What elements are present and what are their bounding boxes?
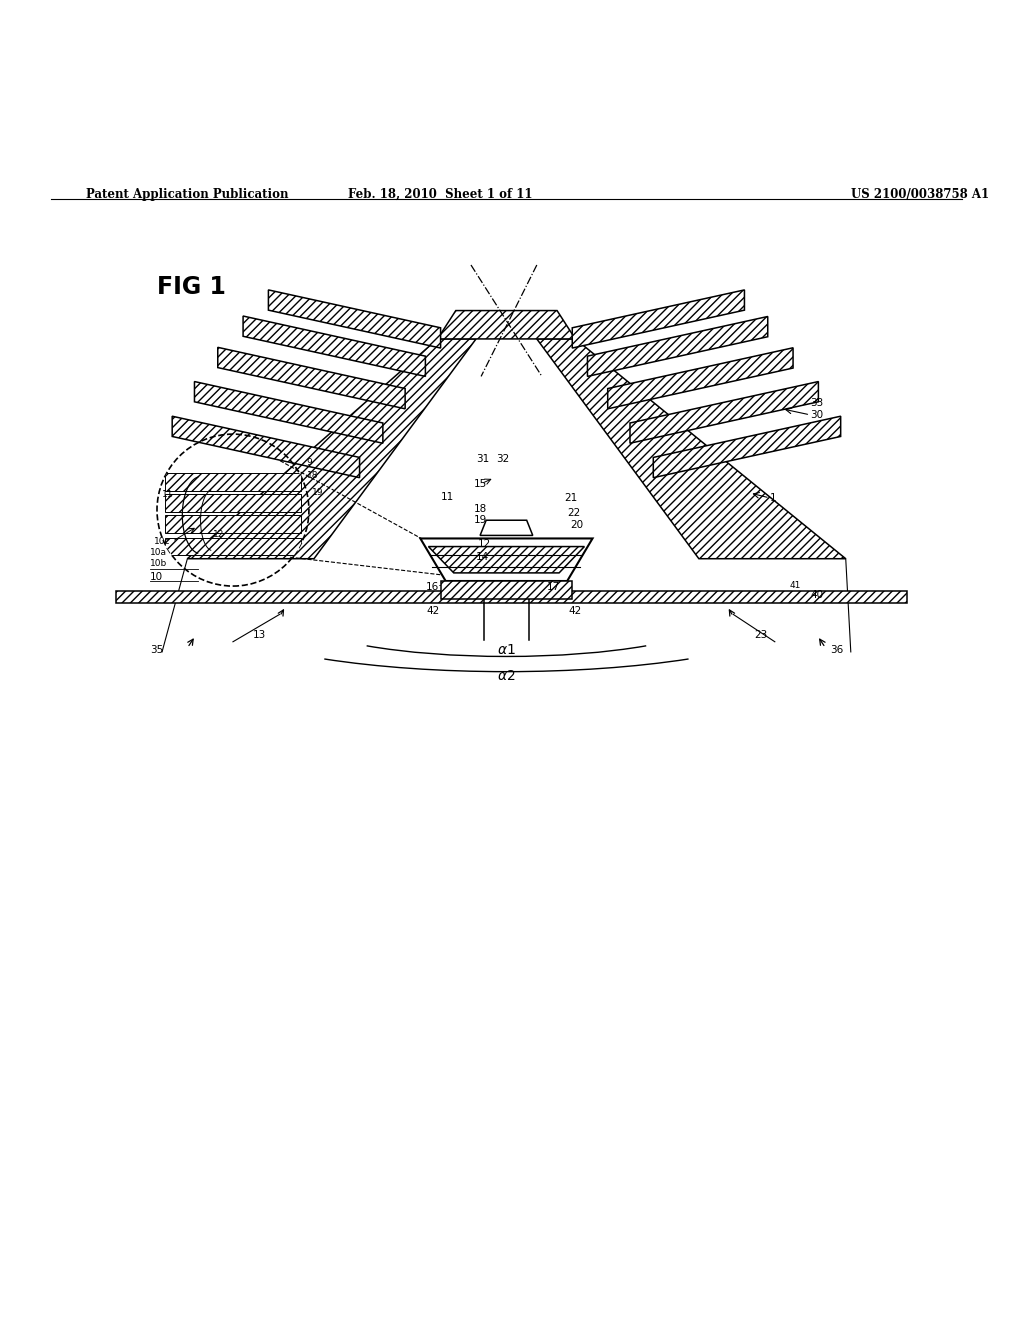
Text: $\alpha$1: $\alpha$1 [497, 643, 516, 657]
Polygon shape [420, 539, 593, 581]
Text: 14: 14 [476, 552, 489, 562]
Text: 10c: 10c [154, 537, 170, 546]
Polygon shape [480, 520, 532, 536]
Text: 20: 20 [570, 520, 584, 531]
Text: 40: 40 [810, 590, 823, 601]
Text: 42: 42 [427, 606, 440, 616]
Text: 9: 9 [306, 458, 311, 467]
Text: 13: 13 [253, 630, 266, 640]
Text: FIG 1: FIG 1 [157, 275, 226, 300]
Text: 19: 19 [474, 515, 487, 525]
Polygon shape [437, 310, 575, 339]
Text: 19: 19 [312, 488, 324, 498]
Text: 30: 30 [810, 411, 823, 420]
Text: 21: 21 [564, 492, 578, 503]
Text: 41: 41 [791, 581, 802, 590]
Text: 1: 1 [770, 492, 776, 503]
Bar [165, 515, 301, 533]
Polygon shape [187, 339, 476, 558]
Text: 10b: 10b [150, 560, 167, 569]
Polygon shape [607, 347, 793, 409]
Polygon shape [630, 381, 818, 444]
Text: Patent Application Publication: Patent Application Publication [86, 187, 289, 201]
Text: 10: 10 [150, 572, 163, 582]
Text: $\alpha$2: $\alpha$2 [498, 669, 516, 684]
Text: 35: 35 [150, 645, 163, 655]
Polygon shape [588, 317, 768, 376]
Text: 36: 36 [830, 645, 844, 655]
Text: 31: 31 [476, 454, 489, 465]
Text: US 2100/0038758 A1: US 2100/0038758 A1 [851, 187, 989, 201]
Polygon shape [218, 347, 406, 409]
Text: 15: 15 [474, 479, 487, 488]
Text: Feb. 18, 2010  Sheet 1 of 11: Feb. 18, 2010 Sheet 1 of 11 [348, 187, 532, 201]
Polygon shape [195, 381, 383, 444]
Polygon shape [653, 416, 841, 478]
Text: 12: 12 [478, 539, 492, 549]
Polygon shape [537, 339, 846, 558]
Text: 11: 11 [162, 491, 173, 499]
Polygon shape [428, 546, 585, 573]
Bar [165, 473, 301, 491]
Text: 12: 12 [213, 529, 224, 539]
Text: 16: 16 [425, 582, 438, 593]
Polygon shape [268, 290, 440, 348]
Bar [165, 539, 301, 554]
Text: 11: 11 [440, 492, 454, 502]
Text: 42: 42 [568, 606, 582, 616]
Polygon shape [572, 290, 744, 348]
Text: 18: 18 [474, 504, 487, 513]
Text: 23: 23 [755, 630, 768, 640]
Polygon shape [243, 315, 425, 376]
Text: 10a: 10a [150, 548, 167, 557]
Text: 18: 18 [307, 471, 318, 480]
Text: 22: 22 [567, 508, 581, 519]
Bar [165, 494, 301, 512]
Polygon shape [172, 416, 359, 478]
Polygon shape [117, 591, 906, 603]
Polygon shape [440, 581, 572, 599]
Text: 33: 33 [810, 397, 823, 408]
Text: 32: 32 [497, 454, 510, 465]
Text: 17: 17 [547, 582, 560, 593]
